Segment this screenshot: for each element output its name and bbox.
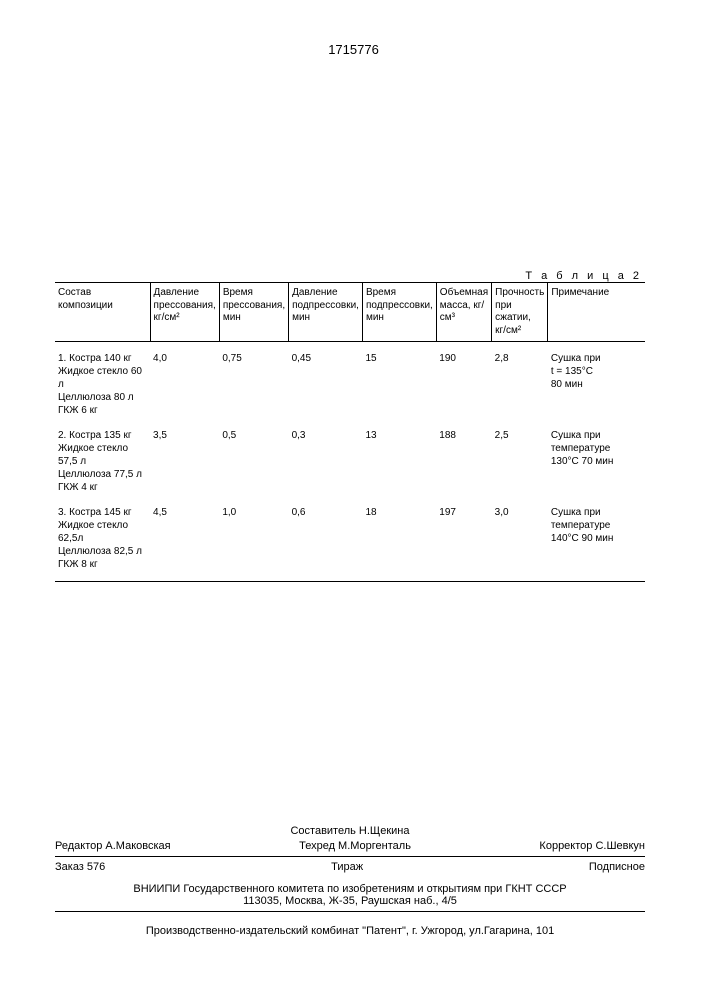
col-density: Объемная масса, кг/см³	[436, 283, 491, 342]
table-row: 3. Костра 145 кгЖидкое стекло 62,5лЦеллю…	[55, 500, 645, 582]
cell-composition: 2. Костра 135 кгЖидкое стекло 57,5 лЦелл…	[55, 423, 150, 500]
cell-density: 188	[436, 423, 491, 500]
col-sub-t: Время подпрессовки, мин	[362, 283, 436, 342]
order-text: Заказ 576	[55, 861, 105, 873]
cell-press-t: 0,75	[219, 342, 288, 424]
cell-strength: 2,8	[492, 342, 548, 424]
cell-strength: 3,0	[492, 500, 548, 582]
cell-note: Сушка при температуре140°С 90 мин	[548, 500, 645, 582]
techred-text: Техред М.Моргенталь	[299, 840, 411, 852]
cell-note: Сушка при температуре130°С 70 мин	[548, 423, 645, 500]
cell-press-p: 4,5	[150, 500, 219, 582]
cell-density: 190	[436, 342, 491, 424]
cell-strength: 2,5	[492, 423, 548, 500]
data-table: Состав композиции Давление прессования, …	[55, 282, 645, 582]
table-row: 1. Костра 140 кгЖидкое стекло 60 лЦеллюл…	[55, 342, 645, 424]
document-number: 1715776	[0, 42, 707, 57]
org-line2: 113035, Москва, Ж-35, Раушская наб., 4/5	[55, 895, 645, 912]
cell-density: 197	[436, 500, 491, 582]
credits-block: Составитель Н.Щекина Редактор А.Маковска…	[55, 825, 645, 873]
cell-sub-p: 0,45	[289, 342, 363, 424]
cell-composition: 3. Костра 145 кгЖидкое стекло 62,5лЦеллю…	[55, 500, 150, 582]
cell-sub-t: 15	[362, 342, 436, 424]
corrector-text: Корректор С.Шевкун	[539, 840, 645, 852]
org-line1: ВНИИПИ Государственного комитета по изоб…	[55, 883, 645, 895]
cell-press-t: 1,0	[219, 500, 288, 582]
cell-press-p: 3,5	[150, 423, 219, 500]
compiler-line: Составитель Н.Щекина	[55, 825, 645, 837]
col-strength: Прочность при сжатии, кг/см²	[492, 283, 548, 342]
col-press-t: Время прессования, мин	[219, 283, 288, 342]
subscr-text: Подписное	[589, 861, 645, 873]
table-header-row: Состав композиции Давление прессования, …	[55, 283, 645, 342]
col-press-p: Давление прессования, кг/см²	[150, 283, 219, 342]
printer-line: Производственно-издательский комбинат "П…	[55, 922, 645, 937]
cell-sub-p: 0,3	[289, 423, 363, 500]
tiraz-text: Тираж	[331, 861, 363, 873]
organization-block: ВНИИПИ Государственного комитета по изоб…	[55, 883, 645, 912]
cell-press-p: 4,0	[150, 342, 219, 424]
table-wrapper: Состав композиции Давление прессования, …	[55, 282, 645, 582]
col-note: Примечание	[548, 283, 645, 342]
cell-sub-t: 13	[362, 423, 436, 500]
col-sub-p: Давление подпрессовки, мин	[289, 283, 363, 342]
editor-text: Редактор А.Маковская	[55, 840, 171, 852]
cell-sub-p: 0,6	[289, 500, 363, 582]
cell-composition: 1. Костра 140 кгЖидкое стекло 60 лЦеллюл…	[55, 342, 150, 424]
col-composition: Состав композиции	[55, 283, 150, 342]
cell-sub-t: 18	[362, 500, 436, 582]
table-caption: Т а б л и ц а 2	[525, 270, 642, 282]
cell-note: Сушка приt = 135°С80 мин	[548, 342, 645, 424]
cell-press-t: 0,5	[219, 423, 288, 500]
table-row: 2. Костра 135 кгЖидкое стекло 57,5 лЦелл…	[55, 423, 645, 500]
